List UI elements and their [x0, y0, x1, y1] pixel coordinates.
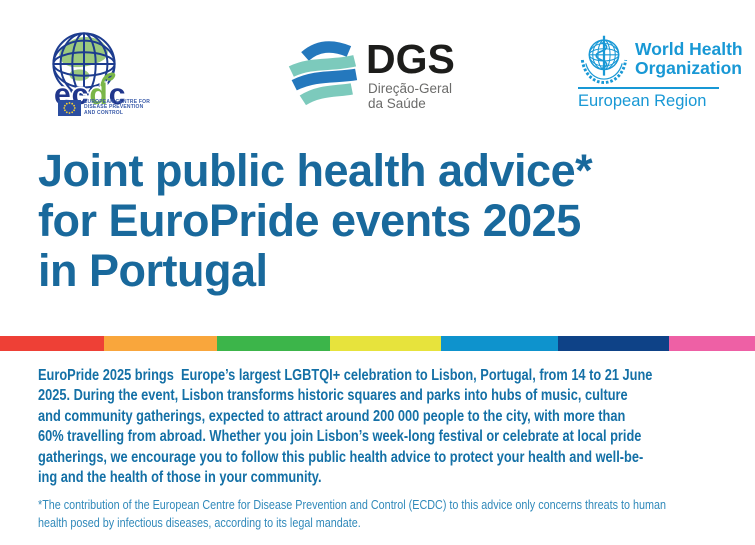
- ecdc-globe-icon: [52, 32, 116, 96]
- stripe-segment: [330, 336, 441, 351]
- ecdc-logo: ecdc EUROPEAN CENTRE FOR DISEASE PREVENT…: [40, 24, 160, 119]
- stripe-segment: [0, 336, 104, 351]
- pride-stripe: [0, 336, 755, 351]
- ecdc-wordmark-c: c: [108, 78, 127, 111]
- ecdc-sprout-icon: [100, 72, 116, 87]
- dgs-subtitle: Direção-Geral da Saúde: [368, 81, 453, 111]
- stripe-segment: [669, 336, 755, 351]
- ecdc-wordmark-d: d: [89, 78, 109, 111]
- who-emblem-icon: [580, 35, 628, 85]
- stripe-segment: [217, 336, 330, 351]
- dgs-acronym: DGS: [366, 36, 455, 82]
- who-name: World Health Organization: [635, 39, 743, 78]
- footnote: *The contribution of the European Centre…: [38, 497, 666, 530]
- who-logo: World Health Organization European Regio…: [578, 28, 743, 116]
- stripe-segment: [558, 336, 669, 351]
- ecdc-tagline: EUROPEAN CENTRE FOR DISEASE PREVENTION A…: [84, 99, 151, 116]
- body-paragraph: EuroPride 2025 brings Europe’s largest L…: [38, 367, 653, 487]
- ecdc-flag-row: EUROPEAN CENTRE FOR DISEASE PREVENTION A…: [58, 99, 151, 116]
- who-divider: [578, 87, 719, 89]
- stripe-segment: [441, 336, 558, 351]
- dgs-logo: DGS Direção-Geral da Saúde: [287, 34, 477, 114]
- who-region-label: European Region: [578, 92, 707, 110]
- dgs-waves-icon: [288, 41, 358, 106]
- eu-flag-icon: [58, 100, 81, 116]
- page-title: Joint public health advice* for EuroPrid…: [38, 145, 593, 296]
- stripe-segment: [104, 336, 217, 351]
